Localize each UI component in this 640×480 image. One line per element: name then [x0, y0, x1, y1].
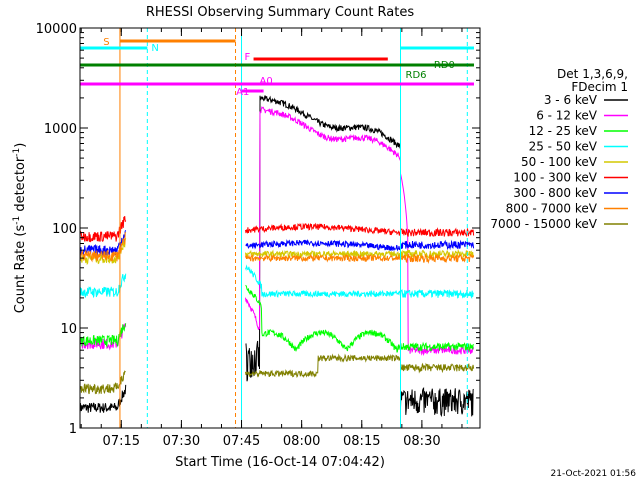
chart-title: RHESSI Observing Summary Count Rates: [146, 5, 415, 20]
series-line-2-2: [400, 341, 474, 353]
x-tick-label-2: 07:45: [223, 434, 260, 449]
y-tick-label-2: 100: [52, 222, 77, 237]
y-axis-label: Count Rate (s-1 detector-1): [12, 143, 28, 314]
x-tick-label-5: 08:30: [403, 434, 440, 449]
legend-label-7: 800 - 7000 keV: [506, 202, 598, 216]
flags-layer: S N F A0 A1 RD0 RD6: [80, 28, 474, 428]
x-tick-label-4: 08:15: [343, 434, 380, 449]
series-line-5-2: [400, 227, 475, 238]
flag-label-rd6: RD6: [406, 70, 427, 81]
x-axis-label: Start Time (16-Oct-14 07:04:42): [175, 455, 385, 470]
flag-label-f: F: [245, 52, 251, 63]
series-line-1-2: [400, 173, 475, 357]
x-tick-label-0: 07:15: [103, 434, 140, 449]
series-line-8-1: [245, 353, 401, 378]
series-line-5-1: [245, 222, 401, 236]
series-6: [79, 230, 475, 257]
axes-layer: 1 10 100 1000 10000 07:15 07:30 07:45 08:00 08:15…: [36, 22, 481, 449]
legend-label-3: 25 - 50 keV: [529, 140, 598, 154]
flag-label-rd0: RD0: [434, 60, 455, 71]
series-line-4-0: [79, 238, 127, 266]
flag-label-a0: A0: [260, 76, 273, 87]
legend-label-2: 12 - 25 keV: [529, 124, 598, 138]
legend-label-1: 6 - 12 keV: [536, 109, 598, 123]
series-8: [79, 353, 475, 395]
series-line-6-2: [400, 239, 475, 251]
series-line-3-0: [79, 273, 127, 299]
legend-header-1: Det 1,3,6,9,: [557, 67, 628, 81]
legend-header-2: FDecim 1: [571, 80, 628, 94]
series-line-7-2: [400, 253, 475, 265]
series-line-6-0: [79, 230, 127, 257]
legend-label-0: 3 - 6 keV: [544, 93, 598, 107]
series-3: [79, 264, 475, 300]
flag-label-a1: A1: [236, 87, 249, 98]
series-line-0-0: [79, 384, 127, 414]
x-tick-label-1: 07:30: [163, 434, 200, 449]
series-line-7-1: [245, 253, 401, 263]
series-line-1-1: [245, 106, 401, 330]
footer-timestamp: 21-Oct-2021 01:56: [551, 469, 637, 479]
series-line-0-1: [245, 95, 401, 382]
y-tick-label-1: 10: [60, 322, 77, 337]
flag-label-s: S: [103, 37, 109, 48]
series-line-2-1: [245, 284, 401, 353]
legend-label-5: 100 - 300 keV: [513, 171, 597, 185]
series-5: [79, 215, 475, 243]
flag-label-n: N: [151, 43, 158, 54]
series-line-0-2: [400, 386, 474, 418]
y-tick-label-3: 1000: [44, 122, 77, 137]
y-tick-label-4: 10000: [36, 22, 77, 37]
series-line-6-1: [245, 239, 401, 252]
series-line-8-2: [400, 362, 475, 374]
legend-label-4: 50 - 100 keV: [521, 155, 598, 169]
series-line-2-0: [79, 323, 127, 349]
series-layer: [79, 95, 475, 418]
legend-label-6: 300 - 800 keV: [513, 186, 597, 200]
series-line-4-2: [400, 248, 475, 260]
legend-label-8: 7000 - 15000 keV: [490, 217, 597, 231]
series-line-7-0: [79, 231, 127, 263]
series-2: [79, 284, 474, 353]
series-line-3-1: [245, 264, 401, 299]
series-line-5-0: [79, 215, 127, 243]
series-line-3-2: [400, 288, 475, 300]
y-tick-label-0: 1: [69, 422, 77, 437]
x-tick-label-3: 08:00: [283, 434, 320, 449]
series-7: [79, 231, 475, 265]
series-0: [79, 95, 474, 418]
series-line-8-0: [79, 370, 126, 395]
